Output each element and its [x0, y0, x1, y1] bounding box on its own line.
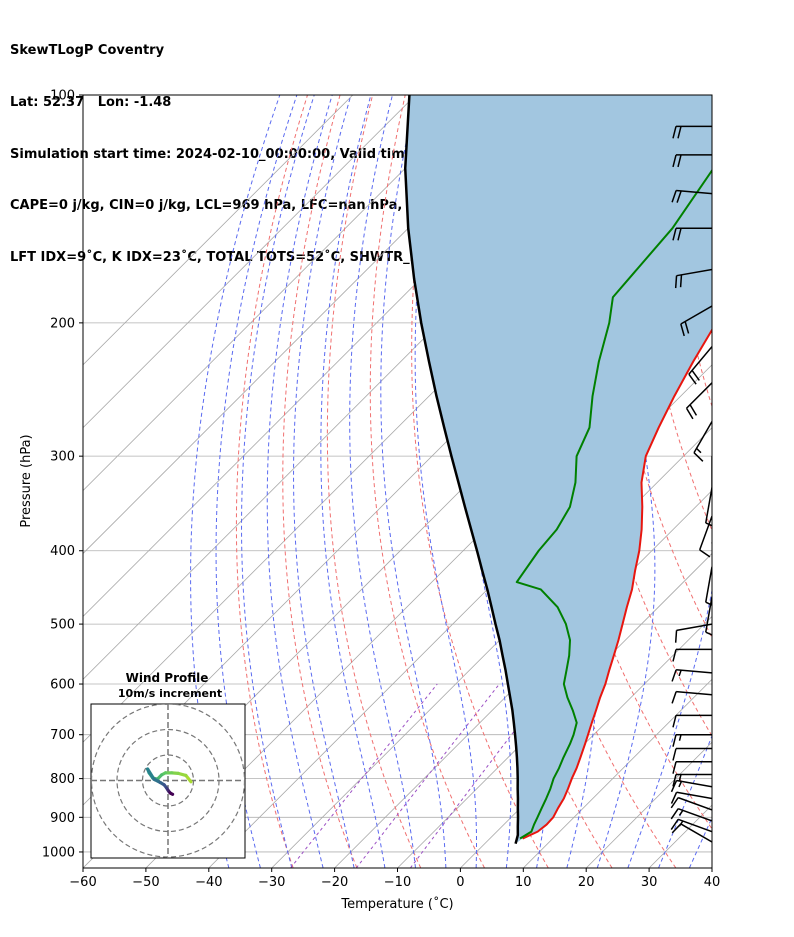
x-tick-label: −30 [258, 875, 285, 890]
moist-adiabat-line [241, 95, 315, 868]
wind-barb [693, 421, 712, 462]
x-axis: −60 −50 −40 −30 −20 −10 0 10 20 30 40 [69, 868, 720, 890]
hodograph-subtitle: 10m/s increment [118, 687, 222, 700]
mixing-ratio-line [290, 683, 438, 868]
wind-barb [671, 690, 712, 704]
y-axis: 100 200 300 400 500 600 700 800 900 1000 [42, 89, 83, 860]
wind-barb [671, 669, 712, 682]
dry-adiabat-line [731, 95, 794, 868]
wind-barb [671, 189, 712, 203]
wind-barb [670, 791, 712, 804]
isotherm-line [83, 95, 354, 366]
moist-adiabat-line [414, 95, 477, 868]
hodograph-title: Wind Profile [126, 671, 209, 685]
wind-barb [670, 796, 712, 811]
wind-barb [672, 648, 712, 662]
moist-adiabat-line [320, 95, 386, 868]
wind-barb [672, 125, 712, 139]
isotherm-line [523, 678, 712, 868]
wind-barb [674, 268, 712, 289]
isotherm-line [83, 95, 416, 429]
x-axis-label: Temperature (˚C) [340, 896, 453, 912]
wind-barb [670, 818, 712, 833]
y-tick-label: 700 [50, 728, 75, 743]
wind-barb [705, 487, 712, 527]
y-tick-label: 900 [50, 811, 75, 826]
x-tick-label: −60 [69, 875, 96, 890]
x-tick-label: 30 [641, 875, 658, 890]
wind-barb [705, 596, 712, 636]
cin-shaded-area [405, 95, 712, 844]
wind-barb [711, 456, 712, 493]
wind-barb [705, 566, 712, 606]
wind-barb [680, 305, 712, 337]
y-axis-label: Pressure (hPa) [19, 434, 34, 527]
parcel-profile-line [403, 95, 520, 844]
dry-adiabat-line [411, 95, 549, 868]
isotherm-line [83, 95, 479, 492]
dry-adiabat-line [764, 95, 794, 868]
moist-adiabat-line [293, 95, 355, 868]
dry-adiabat-line [282, 95, 358, 868]
wind-barb [711, 542, 712, 547]
x-tick-label: −10 [384, 875, 411, 890]
y-tick-label: 500 [50, 618, 75, 633]
moist-adiabat-line [751, 95, 794, 868]
y-tick-label: 800 [50, 772, 75, 787]
moist-adiabat-line [215, 95, 298, 868]
dry-adiabat-line [697, 95, 712, 241]
dry-adiabat-line [369, 95, 485, 868]
hodograph: Wind Profile 10m/s increment [90, 671, 246, 859]
moist-adiabat-line [627, 95, 712, 868]
wind-barb [672, 154, 712, 168]
y-tick-label: 400 [50, 544, 75, 559]
chart-location: Lat: 52.37 Lon: -1.48 [10, 95, 172, 110]
y-tick-label: 1000 [42, 845, 75, 860]
y-tick-label: 600 [50, 678, 75, 693]
isotherm-line [271, 427, 712, 868]
chart-title: SkewTLogP Coventry [10, 43, 165, 59]
wind-barb [685, 382, 712, 420]
moist-adiabat-line [349, 95, 416, 868]
isotherm-line [334, 490, 712, 868]
x-tick-label: 40 [704, 875, 721, 890]
dewpoint-profile-line [515, 168, 712, 840]
y-tick-label: 300 [50, 450, 75, 465]
hodograph-trace [168, 791, 175, 796]
wind-barb [672, 227, 712, 241]
wind-barb [688, 346, 712, 385]
wind-barb [672, 773, 712, 787]
temperature-profile-line [522, 327, 712, 840]
x-tick-label: −40 [195, 875, 222, 890]
wind-barb [670, 779, 712, 793]
moist-adiabat-line [720, 95, 794, 868]
x-tick-label: 20 [578, 875, 595, 890]
y-tick-label: 200 [50, 316, 75, 331]
wind-barb [672, 733, 712, 747]
moist-adiabat-line [596, 95, 656, 868]
hodograph-trace [146, 767, 156, 781]
x-tick-label: 0 [456, 875, 464, 890]
mixing-ratio-line [355, 683, 500, 868]
x-tick-label: −20 [321, 875, 348, 890]
wind-barb [672, 760, 712, 774]
wind-barb [672, 714, 712, 728]
wind-barb [698, 515, 712, 558]
wind-barb [670, 807, 712, 822]
y-tick-label: 100 [50, 89, 75, 104]
dry-adiabat-line [235, 95, 308, 868]
plot-area [83, 95, 794, 868]
x-tick-label: −50 [132, 875, 159, 890]
x-tick-label: 10 [515, 875, 532, 890]
isotherm-line [460, 615, 712, 868]
wind-barb [672, 747, 712, 761]
wind-barb [674, 623, 712, 643]
isotherm-line [711, 867, 712, 868]
moist-adiabat-line [190, 95, 281, 868]
